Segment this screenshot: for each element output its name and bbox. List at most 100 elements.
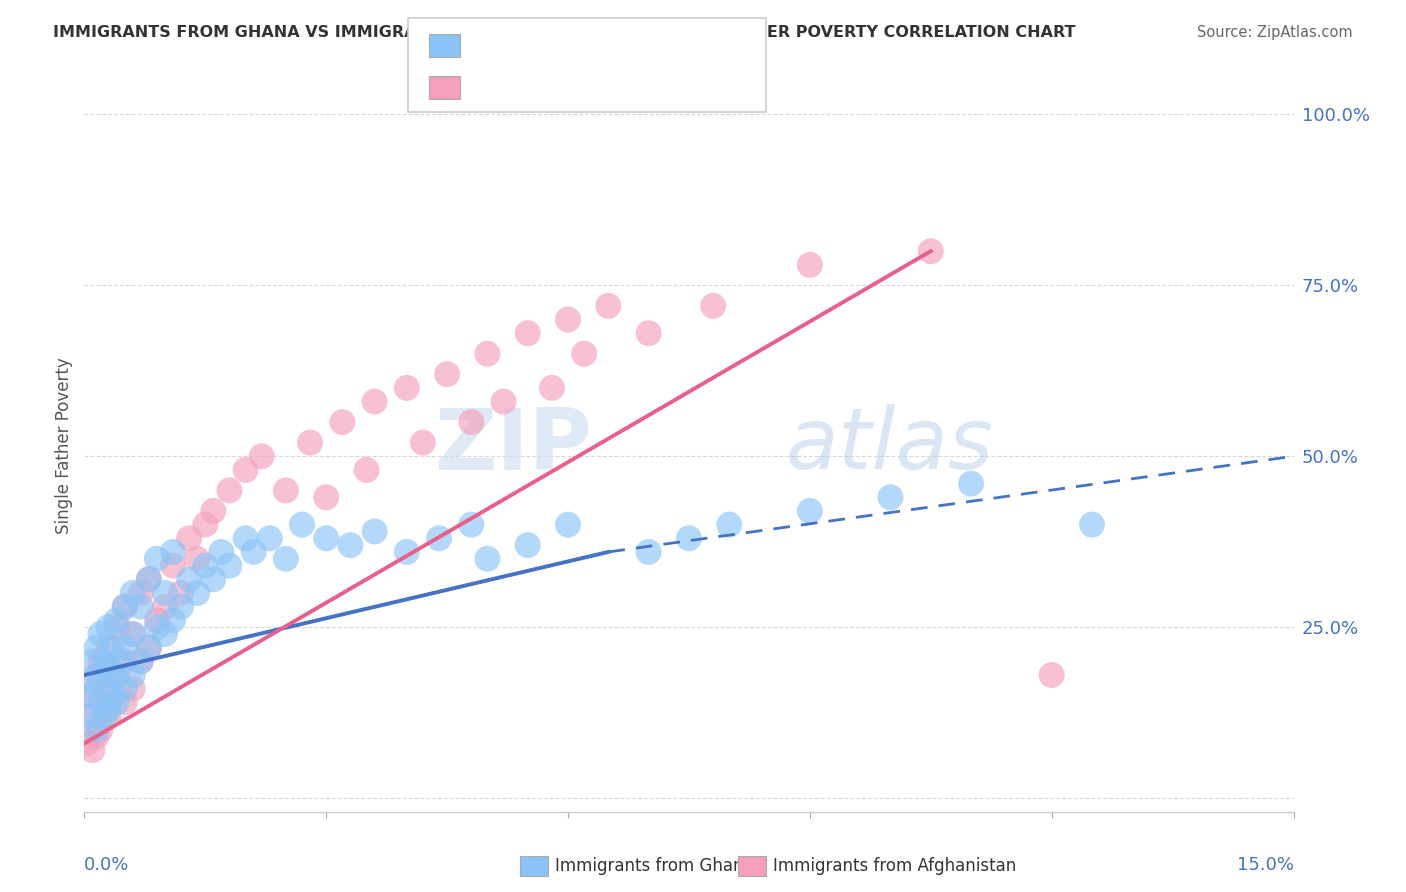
Point xyxy=(153,586,176,600)
Point xyxy=(879,490,901,504)
Point xyxy=(194,517,217,532)
Point xyxy=(129,654,152,668)
Point xyxy=(86,723,108,737)
Text: IMMIGRANTS FROM GHANA VS IMMIGRANTS FROM AFGHANISTAN SINGLE FATHER POVERTY CORRE: IMMIGRANTS FROM GHANA VS IMMIGRANTS FROM… xyxy=(53,25,1076,40)
Point xyxy=(138,572,160,586)
Text: atlas: atlas xyxy=(786,404,994,488)
Point xyxy=(960,476,983,491)
Point xyxy=(82,654,104,668)
Point xyxy=(799,258,821,272)
Point xyxy=(110,654,132,668)
Point xyxy=(557,517,579,532)
Point xyxy=(101,689,124,703)
Point xyxy=(82,743,104,757)
Point xyxy=(194,558,217,573)
Point xyxy=(76,736,98,750)
Point xyxy=(89,627,111,641)
Text: R =: R = xyxy=(468,78,508,95)
Point xyxy=(162,545,184,559)
Text: 0.0%: 0.0% xyxy=(84,855,129,873)
Point xyxy=(97,702,120,716)
Point xyxy=(114,654,136,668)
Point xyxy=(363,394,385,409)
Point xyxy=(97,661,120,675)
Point xyxy=(1040,668,1063,682)
Point xyxy=(412,435,434,450)
Point xyxy=(138,640,160,655)
Point xyxy=(202,572,225,586)
Point xyxy=(105,668,128,682)
Point xyxy=(218,483,240,498)
Point xyxy=(162,613,184,627)
Text: 56: 56 xyxy=(619,78,644,95)
Point xyxy=(477,551,499,566)
Point xyxy=(702,299,724,313)
Point xyxy=(460,517,482,532)
Point xyxy=(516,326,538,341)
Point xyxy=(436,368,458,382)
Point xyxy=(516,538,538,552)
Point xyxy=(121,627,143,641)
Point xyxy=(330,415,353,429)
Text: R =: R = xyxy=(468,36,508,54)
Point xyxy=(89,695,111,709)
Point xyxy=(121,627,143,641)
Point xyxy=(356,463,378,477)
Point xyxy=(114,695,136,709)
Point xyxy=(101,640,124,655)
Text: 0.550: 0.550 xyxy=(506,78,562,95)
Point xyxy=(146,620,169,634)
Point xyxy=(138,640,160,655)
Point xyxy=(89,723,111,737)
Point xyxy=(1081,517,1104,532)
Point xyxy=(477,347,499,361)
Point xyxy=(97,681,120,696)
Point xyxy=(129,599,152,614)
Point xyxy=(77,709,100,723)
Point xyxy=(427,531,450,545)
Text: 15.0%: 15.0% xyxy=(1236,855,1294,873)
Point xyxy=(114,681,136,696)
Point xyxy=(315,490,337,504)
Point xyxy=(86,668,108,682)
Point xyxy=(82,709,104,723)
Point xyxy=(121,668,143,682)
Point xyxy=(77,689,100,703)
Y-axis label: Single Father Poverty: Single Father Poverty xyxy=(55,358,73,534)
Point xyxy=(718,517,741,532)
Point xyxy=(97,620,120,634)
Point xyxy=(162,558,184,573)
Point xyxy=(105,695,128,709)
Point xyxy=(492,394,515,409)
Point xyxy=(799,504,821,518)
Text: ZIP: ZIP xyxy=(434,404,592,488)
Text: 0.227: 0.227 xyxy=(506,36,562,54)
Point xyxy=(242,545,264,559)
Point xyxy=(105,613,128,627)
Point xyxy=(153,599,176,614)
Point xyxy=(179,531,201,545)
Point xyxy=(105,668,128,682)
Point xyxy=(186,586,208,600)
Text: N =: N = xyxy=(576,36,616,54)
Point xyxy=(86,730,108,744)
Point xyxy=(920,244,942,259)
Point xyxy=(541,381,564,395)
Point xyxy=(114,599,136,614)
Text: 65: 65 xyxy=(619,36,644,54)
Point xyxy=(146,613,169,627)
Point xyxy=(299,435,322,450)
Point xyxy=(82,674,104,689)
Point xyxy=(93,709,115,723)
Point xyxy=(598,299,620,313)
Point xyxy=(274,483,297,498)
Point xyxy=(186,551,208,566)
Point xyxy=(315,531,337,545)
Point xyxy=(218,558,240,573)
Point xyxy=(153,627,176,641)
Point xyxy=(637,326,659,341)
Text: Immigrants from Afghanistan: Immigrants from Afghanistan xyxy=(773,857,1017,875)
Point xyxy=(93,654,115,668)
Point xyxy=(170,586,193,600)
Point xyxy=(235,531,257,545)
